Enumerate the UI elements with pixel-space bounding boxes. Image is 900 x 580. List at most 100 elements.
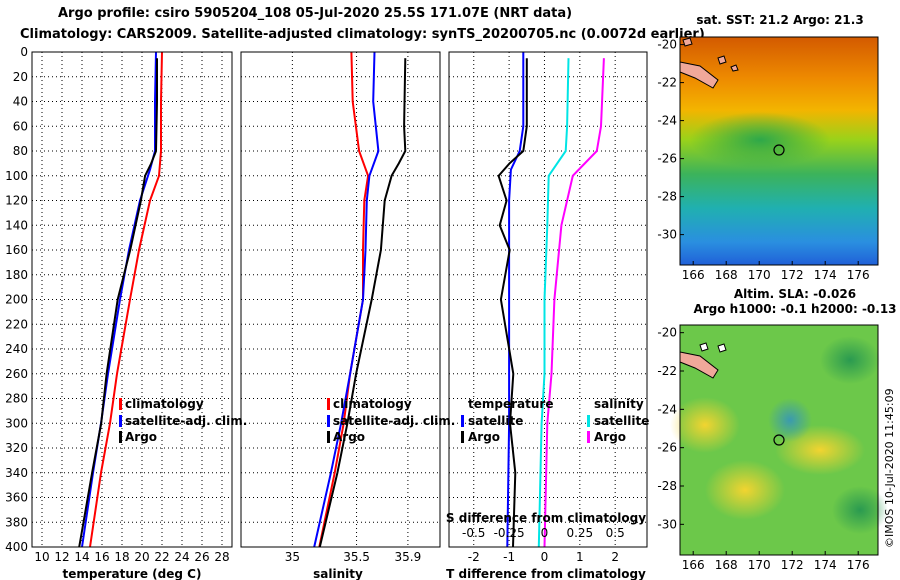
depth-tick-label: 220 [5,317,28,331]
depth-tick-label: 260 [5,367,28,381]
temp-legend-swatch-argo [119,431,122,443]
x2-tick-label: 0.25 [566,526,593,540]
sla-argo-float-marker [773,434,785,446]
temperature-xlabel: temperature (deg C) [63,567,202,580]
temperature-axes-box [31,51,233,548]
map-lat-tick-label: -22 [657,76,677,90]
temp-legend-swatch-satellite [119,415,122,427]
salinity-legend: climatology satellite-adj. clim. Argo [327,397,455,444]
x-tick-label: 2 [611,550,619,564]
x-tick-label: 18 [114,550,129,564]
sal-legend-label-satellite: satellite-adj. clim. [333,414,455,428]
sla-map: Altim. SLA: -0.026 Argo h1000: -0.1 h200… [657,287,896,572]
depth-tick-label: 360 [5,491,28,505]
temp-legend-label-climatology: climatology [125,397,204,411]
difference-grid [449,51,647,548]
map-lat-tick-label: -22 [657,364,677,378]
depth-tick-label: 40 [13,95,28,109]
depth-tick-label: 280 [5,392,28,406]
x2-tick-label: -0.25 [494,526,525,540]
map-lat-tick-label: -30 [657,228,677,242]
sla-low-anomaly [832,486,888,534]
depth-tick-labels: 0 20 40 60 80 100 120 140 160 180 200 220 240 260 280 3… [5,45,28,554]
sla-low-anomaly [820,336,880,384]
map-lon-tick-label: 172 [781,558,804,572]
t-difference-tick-labels: -2 -1 0 1 2 [468,550,619,564]
map-lat-tick-label: -30 [657,517,677,531]
island-outline [717,55,727,65]
x-tick-label: 22 [154,550,169,564]
map-lat-tick-label: -26 [657,152,677,166]
map-lon-tick-label: 166 [682,558,705,572]
depth-tick-label: 80 [13,144,28,158]
sla-lon-tick-labels: 166 168 170 172 174 176 [682,551,870,572]
x-tick-label: 16 [94,550,109,564]
sst-map-title: sat. SST: 21.2 Argo: 21.3 [696,13,863,27]
depth-tick-label: 180 [5,268,28,282]
x2-tick-label: -0.5 [462,526,485,540]
sst-cool-tongue [690,112,830,168]
sst-map: sat. SST: 21.2 Argo: 21.3 -20-22-24-26-2… [657,13,879,282]
diff-legend-swatch-t-satellite [461,415,464,427]
header-line1: Argo profile: csiro 5905204_108 05-Jul-2… [58,6,573,21]
sal-legend-swatch-satellite [327,415,330,427]
depth-tick-label: 320 [5,441,28,455]
island-outline [699,342,709,352]
x2-tick-label: 0 [541,526,549,540]
map-lon-tick-label: 176 [847,268,870,282]
x-tick-label: 35 [285,550,300,564]
island-outline [682,37,693,47]
s-difference-tick-labels: -0.5 -0.25 0 0.25 0.5 [462,526,625,540]
sal-legend-label-climatology: climatology [333,397,412,411]
difference-legend: temperature satellite Argo salinity sate… [461,397,649,444]
map-lon-tick-label: 166 [682,268,705,282]
temp-legend-label-argo: Argo [125,430,157,444]
temperature-legend: climatology satellite-adj. clim. Argo [119,397,247,444]
sla-high-anomaly [705,460,785,520]
temp-legend-swatch-climatology [119,398,122,410]
island-outline [717,343,727,353]
depth-tick-label: 240 [5,342,28,356]
imos-credit: ©IMOS 10-Jul-2020 11:45:09 [883,388,896,548]
depth-tick-label: 160 [5,243,28,257]
depth-tick-label: 140 [5,218,28,232]
diff-legend-label-s-argo: Argo [594,430,626,444]
x-tick-label: -1 [503,550,515,564]
series-line-t-argo [497,58,528,548]
sla-low-anomaly [768,398,812,442]
temp-legend-label-satellite: satellite-adj. clim. [125,414,247,428]
salinity-series [313,51,407,548]
depth-tick-label: 0 [20,45,28,59]
sla-map-title-line1: Altim. SLA: -0.026 [734,287,856,301]
sst-lon-tick-labels: 166 168 170 172 174 176 [682,261,870,282]
map-lon-tick-label: 170 [748,268,771,282]
sal-legend-label-argo: Argo [333,430,365,444]
x2-tick-label: 0.5 [606,526,625,540]
diff-legend-swatch-s-satellite [587,415,590,427]
series-line-climatology [318,51,370,548]
temperature-series [78,51,163,548]
diff-legend-title-temperature: temperature [468,397,553,411]
map-lon-tick-label: 168 [715,268,738,282]
diff-legend-title-salinity: salinity [594,397,644,411]
sla-lat-tick-labels: -20 -22 -24 -26 -28 -30 [657,326,684,531]
sla-map-title-line2: Argo h1000: -0.1 h2000: -0.13 [693,302,896,316]
header-line2: Climatology: CARS2009. Satellite-adjuste… [20,27,705,42]
salinity-tick-labels: 35 35.5 35.9 [285,550,422,564]
depth-tick-label: 60 [13,119,28,133]
depth-tick-label: 120 [5,194,28,208]
map-lon-tick-label: 174 [814,268,837,282]
temperature-panel: 0 20 40 60 80 100 120 140 160 180 200 220 240 260 280 3… [5,45,247,580]
depth-tick-label: 200 [5,293,28,307]
depth-tick-label: 400 [5,540,28,554]
depth-tick-label: 20 [13,70,28,84]
temperature-tick-labels: 10 12 14 16 18 20 22 24 26 28 [34,550,229,564]
temperature-grid [32,51,232,548]
diff-legend-label-t-satellite: satellite [468,414,523,428]
series-line-s-argo [543,58,605,548]
diff-legend-swatch-t-argo [461,431,464,443]
salinity-axes-box [240,51,441,548]
map-lat-tick-label: -28 [657,479,677,493]
sst-lat-tick-labels: -20 -22 -24 -26 -28 -30 [657,38,684,242]
